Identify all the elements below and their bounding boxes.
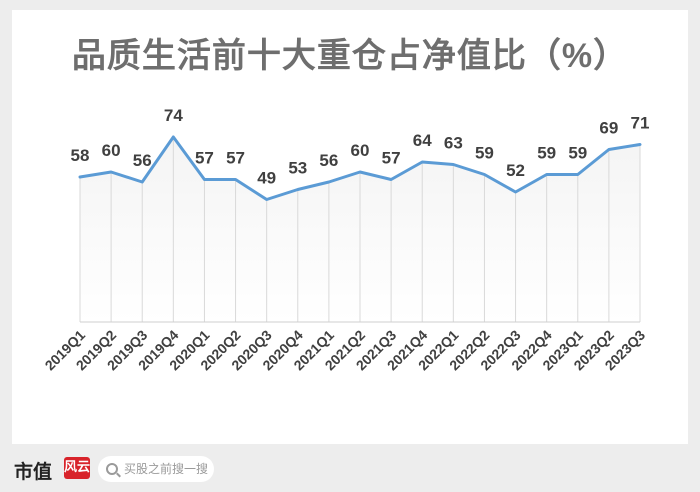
- data-label: 53: [288, 159, 307, 178]
- data-label: 52: [506, 161, 525, 180]
- chart-title: 品质生活前十大重仓占净值比（%）: [71, 37, 629, 75]
- search-box[interactable]: 买股之前搜一搜: [98, 456, 214, 482]
- data-label: 59: [475, 144, 494, 163]
- data-label: 71: [631, 114, 650, 133]
- data-label: 56: [133, 151, 152, 170]
- data-label: 59: [537, 144, 556, 163]
- search-icon: [106, 463, 118, 475]
- data-label: 60: [102, 141, 121, 160]
- data-label: 69: [599, 119, 618, 138]
- series-line: [78, 135, 642, 201]
- footer-bar: 市值 风云 买股之前搜一搜: [0, 448, 700, 492]
- data-label: 74: [164, 106, 183, 125]
- data-label: 59: [568, 144, 587, 163]
- data-label: 49: [257, 169, 276, 188]
- data-label: 64: [413, 131, 432, 150]
- brand-logo-text: 市值: [14, 461, 53, 483]
- data-label: 57: [382, 149, 401, 168]
- data-label: 57: [195, 149, 214, 168]
- search-placeholder: 买股之前搜一搜: [124, 462, 209, 476]
- data-label: 56: [319, 151, 338, 170]
- data-label: 60: [351, 141, 370, 160]
- chart-card: 品质生活前十大重仓占净值比（%） 58 60 56 74 57 57 49 53 56 60 57 6…: [12, 10, 688, 444]
- data-label: 57: [226, 149, 245, 168]
- brand-logo-mark: 风云: [64, 457, 90, 479]
- data-label: 63: [444, 134, 463, 153]
- data-label: 58: [71, 146, 90, 165]
